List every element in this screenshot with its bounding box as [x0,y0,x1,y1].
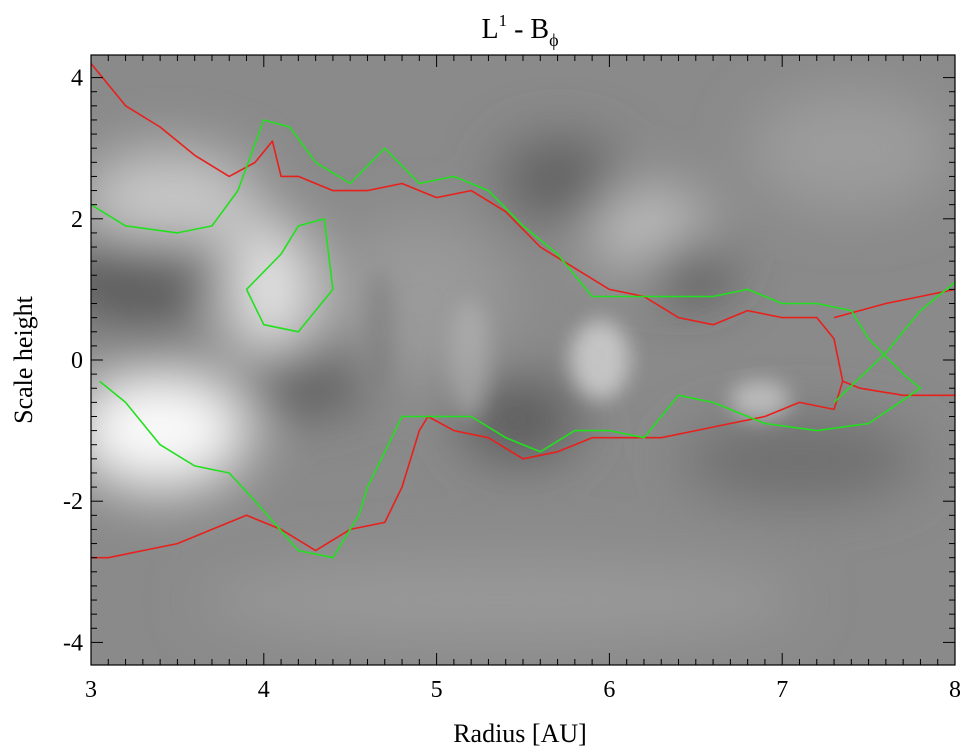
y-tick-label: 0 [71,348,83,374]
x-tick-label: 5 [431,677,443,703]
contour-line [833,281,955,403]
y-tick-label: 2 [71,207,83,233]
x-tick-label: 3 [85,677,97,703]
y-axis-label: Scale height [9,295,38,424]
x-tick-label: 4 [258,677,270,703]
axes: 3 4 5 6 7 8 -4 -2 0 2 4 [63,55,961,703]
contour-line [245,218,334,333]
title-base: L [481,14,498,45]
contour-line [842,380,955,397]
title-subscript: ϕ [549,30,558,50]
y-tick-label: 4 [71,66,83,92]
x-axis-label: Radius [AU] [453,719,587,748]
contour-line [833,288,955,319]
x-tick-label: 6 [603,677,615,703]
y-tick-label: -2 [63,489,83,515]
x-tick-label: 7 [776,677,788,703]
title-mid: - B [507,14,549,45]
contours [91,62,955,559]
title-superscript: 1 [499,11,508,30]
contour-line [91,119,922,559]
background-field [91,55,955,665]
chart-title: L1 - Bϕ [481,11,558,50]
x-tick-label: 8 [949,677,961,703]
y-tick-label: -4 [63,630,83,656]
